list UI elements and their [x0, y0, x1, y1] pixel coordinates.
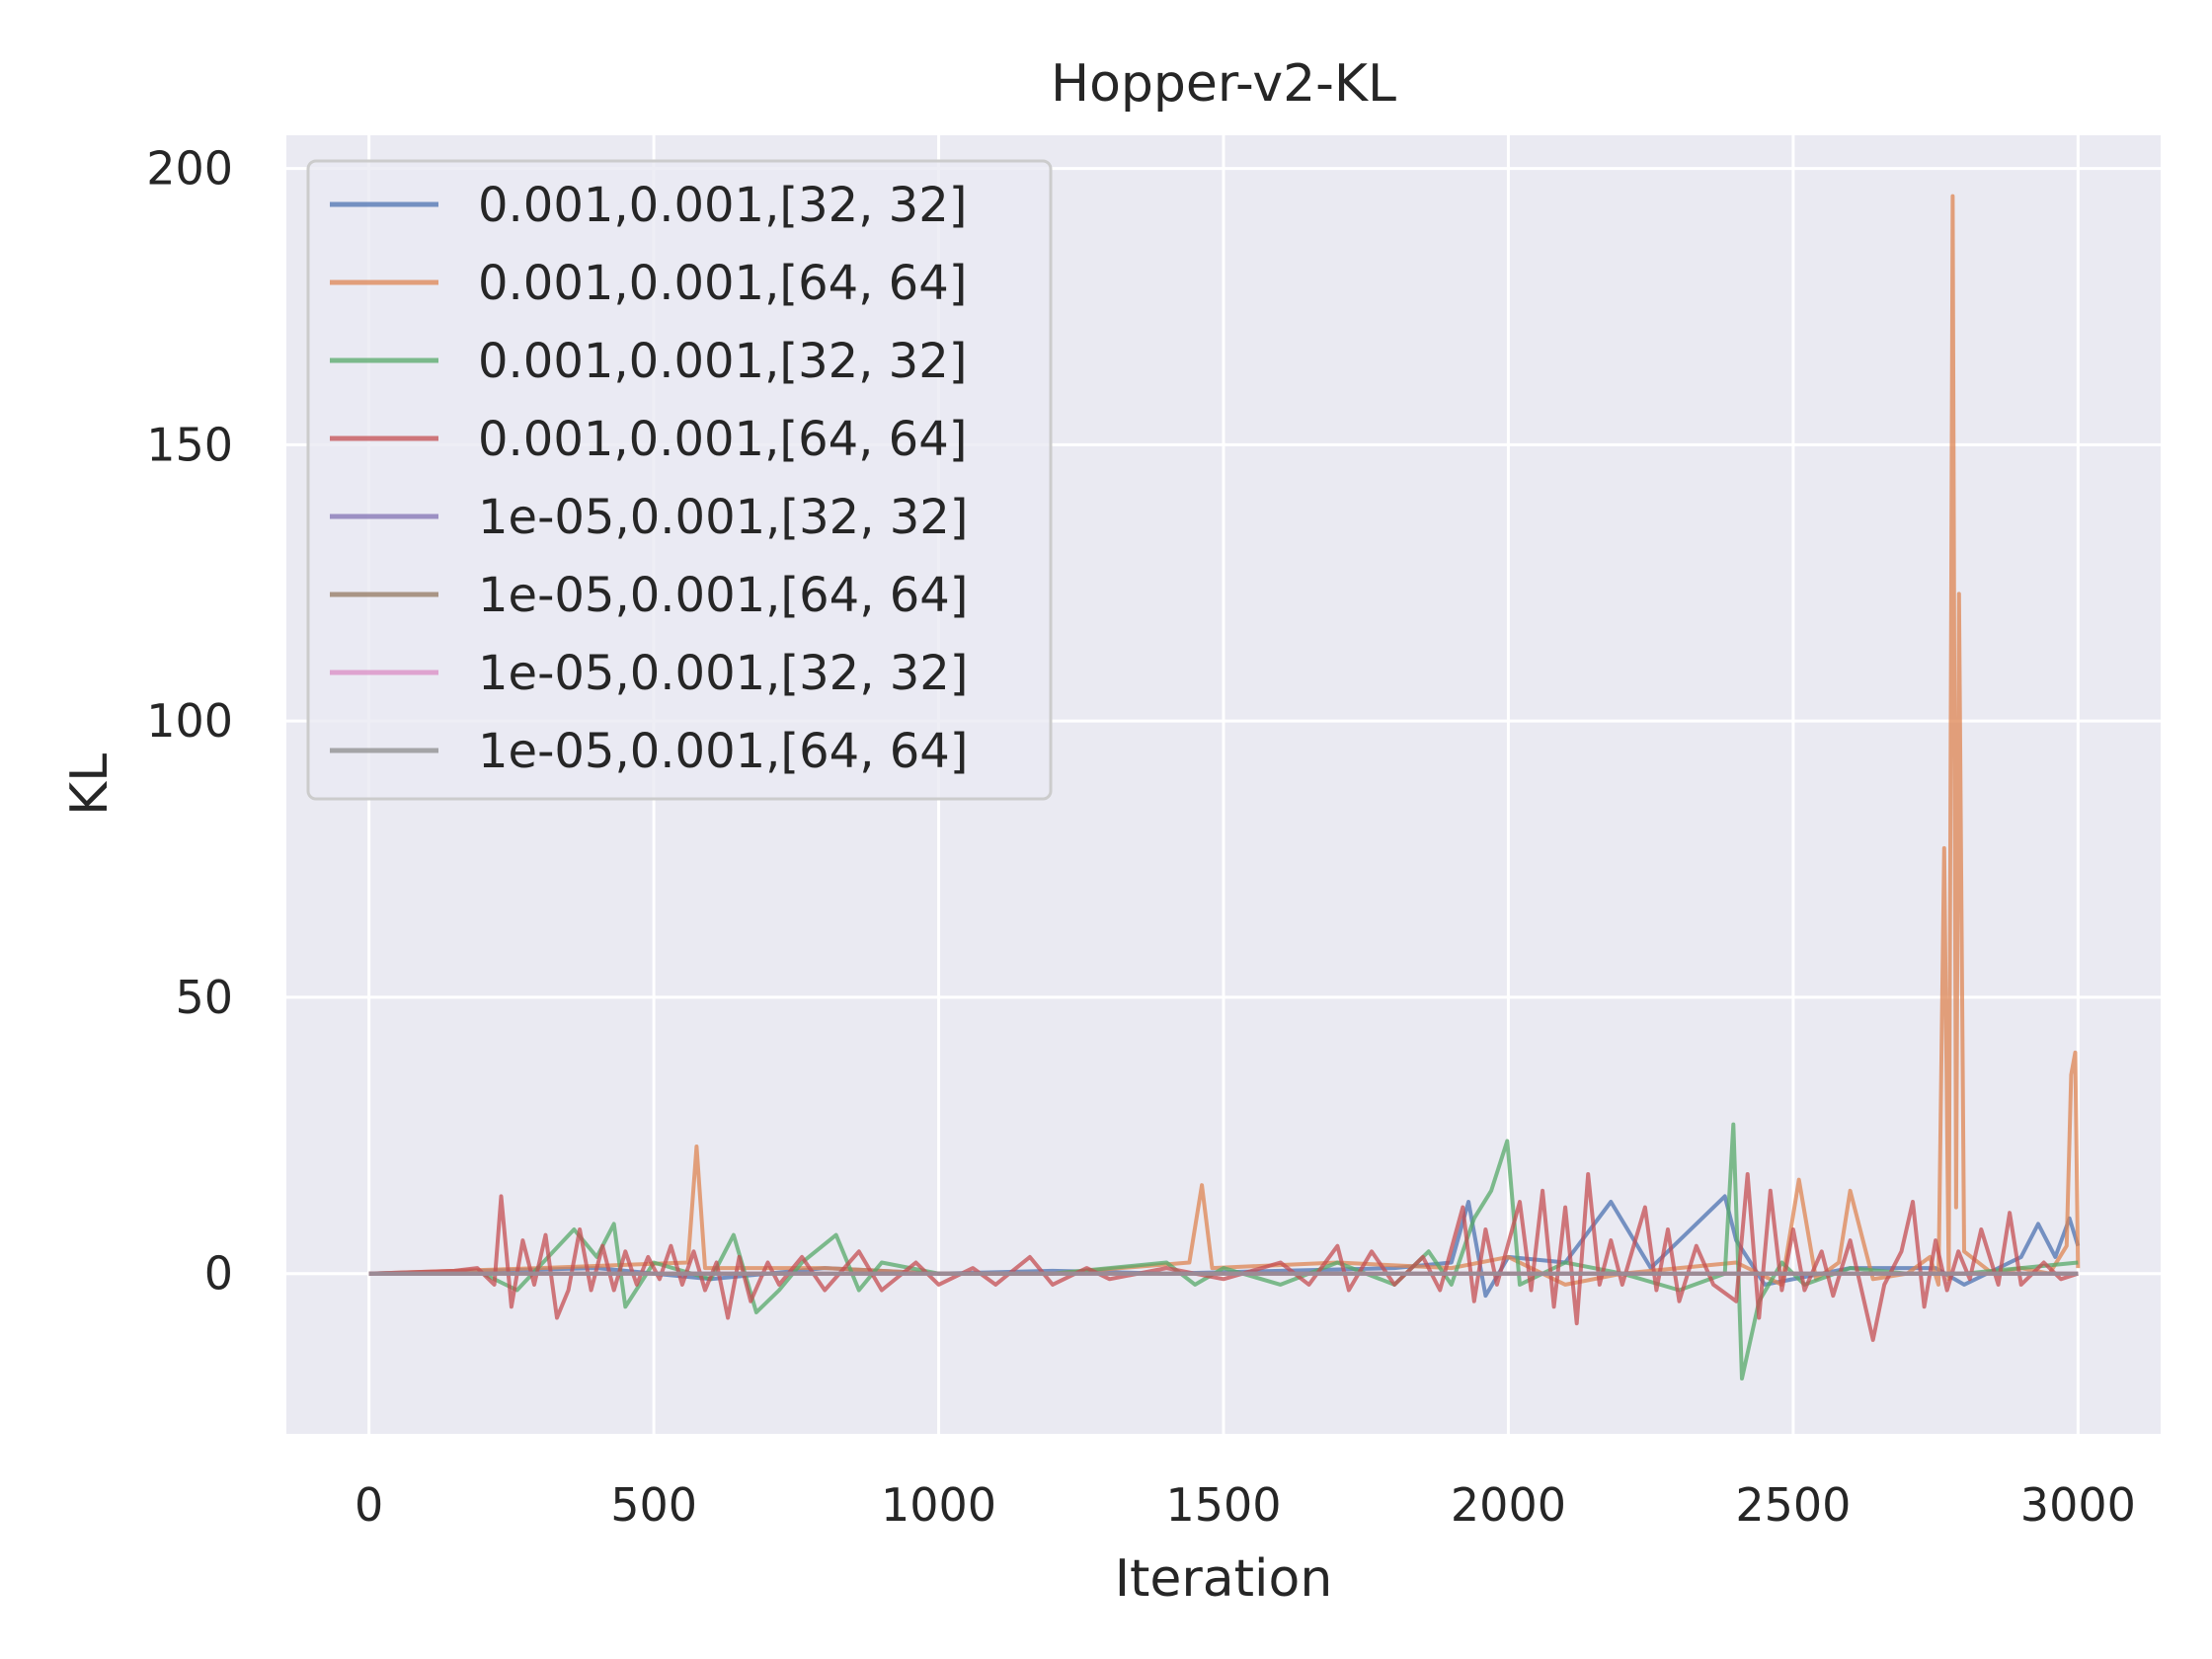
- legend-entry: 0.001,0.001,[32, 32]: [478, 178, 967, 233]
- chart-title: Hopper-v2-KL: [1051, 54, 1396, 114]
- series-line-4: [368, 1172, 2079, 1342]
- legend-box: [306, 159, 1053, 801]
- y-tick-label: 200: [146, 142, 233, 196]
- x-tick-label: 2500: [1735, 1478, 1851, 1532]
- x-tick-label: 3000: [2020, 1478, 2136, 1532]
- x-axis-label: Iteration: [1115, 1549, 1333, 1609]
- legend-entry: 1e-05,0.001,[32, 32]: [478, 646, 969, 701]
- y-axis-ticks: 0 50 100 150 200: [146, 142, 233, 1301]
- y-tick-label: 150: [146, 418, 233, 471]
- legend-entry: 1e-05,0.001,[32, 32]: [478, 490, 969, 545]
- series-layer: [368, 194, 2081, 1381]
- y-tick-label: 100: [146, 694, 233, 748]
- x-axis-ticks: 0 500 1000 1500 2000 2500 3000: [355, 1478, 2136, 1532]
- x-tick-label: 2000: [1451, 1478, 1566, 1532]
- legend-entry: 0.001,0.001,[64, 64]: [478, 256, 967, 311]
- legend-entry: 1e-05,0.001,[64, 64]: [478, 724, 969, 779]
- legend-entry: 0.001,0.001,[32, 32]: [478, 334, 967, 389]
- x-tick-label: 500: [610, 1478, 697, 1532]
- legend-entry: 1e-05,0.001,[64, 64]: [478, 568, 969, 623]
- x-tick-label: 1500: [1165, 1478, 1281, 1532]
- y-tick-label: 50: [175, 971, 233, 1024]
- x-tick-label: 0: [355, 1478, 383, 1532]
- legend: 0.001,0.001,[32, 32] 0.001,0.001,[64, 64]…: [306, 159, 1053, 801]
- x-tick-label: 1000: [881, 1478, 996, 1532]
- y-tick-label: 0: [204, 1247, 233, 1301]
- y-axis-label: KL: [60, 753, 119, 816]
- legend-entry: 0.001,0.001,[64, 64]: [478, 412, 967, 467]
